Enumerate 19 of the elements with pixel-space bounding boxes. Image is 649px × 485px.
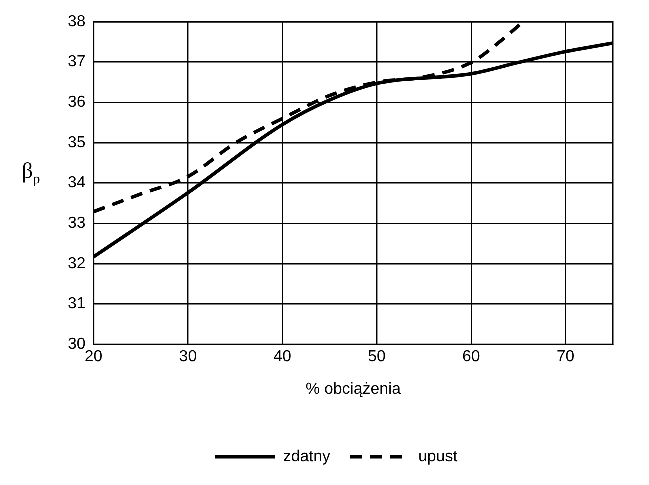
x-tick-label: 20 xyxy=(84,348,103,366)
x-tick-label: 30 xyxy=(179,348,198,366)
y-tick-label: 30 xyxy=(68,336,86,354)
y-tick-label: 38 xyxy=(68,13,86,30)
y-tick-label: 32 xyxy=(68,255,86,272)
x-axis-title: % obciążenia xyxy=(306,380,402,398)
y-tick-label: 31 xyxy=(68,296,86,313)
y-tick-label: 37 xyxy=(68,54,86,71)
y-tick-label: 35 xyxy=(68,134,86,152)
y-tick-label: 34 xyxy=(68,174,86,192)
x-tick-label: 40 xyxy=(274,348,292,366)
y-axis-title: β$_{p}$ xyxy=(22,158,40,188)
x-tick-label: 50 xyxy=(368,348,386,366)
legend-label: upust xyxy=(418,448,458,466)
y-tick-label: 36 xyxy=(68,94,86,112)
legend-label: zdatny xyxy=(283,448,330,466)
x-tick-label: 60 xyxy=(462,348,480,366)
x-tick-label: 70 xyxy=(556,348,575,366)
y-tick-label: 33 xyxy=(68,215,86,232)
